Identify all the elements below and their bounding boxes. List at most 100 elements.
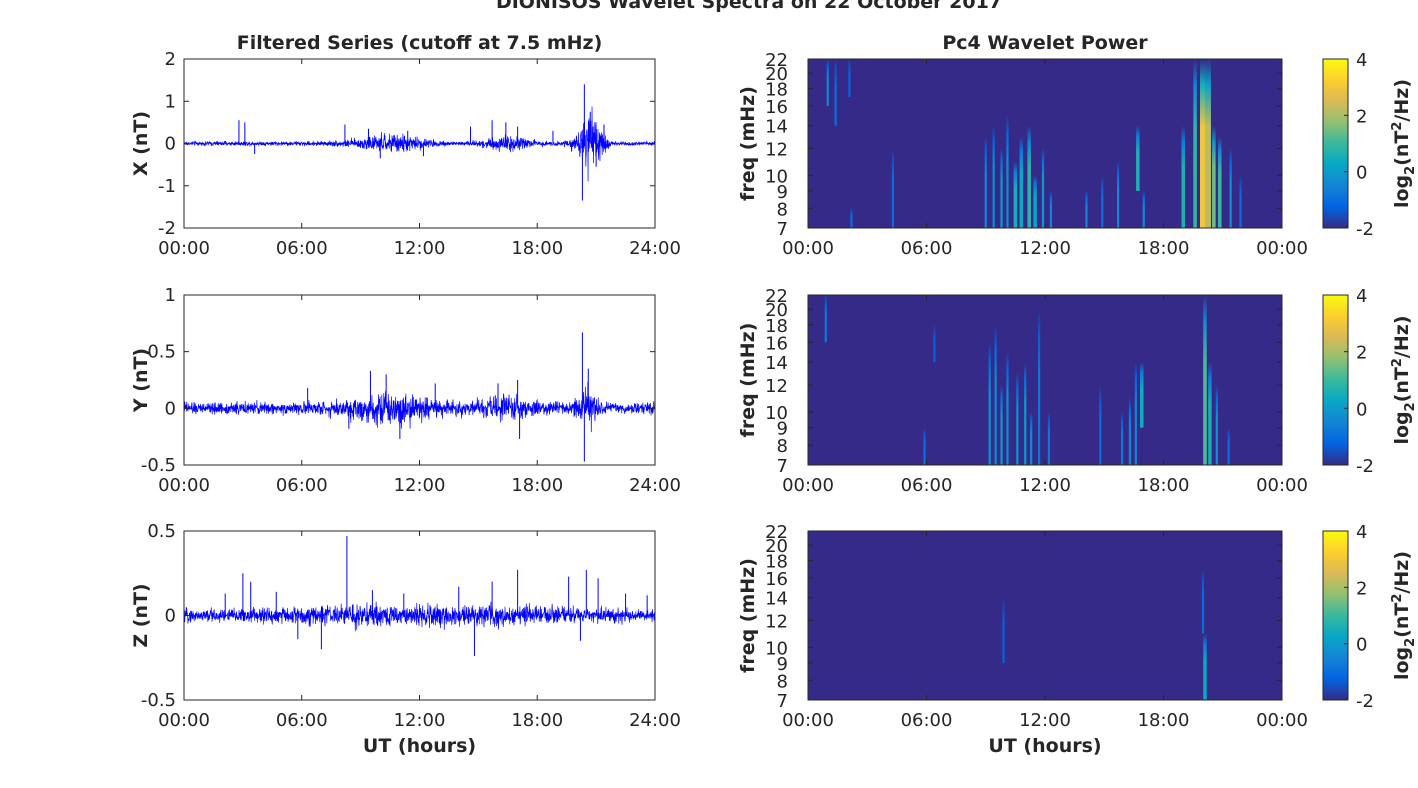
y-tick-label: 22 (765, 286, 788, 307)
y-tick-label: 7 (777, 691, 788, 712)
y-tick-label: 16 (765, 569, 788, 590)
y-tick-label: 9 (777, 419, 788, 440)
y-tick-label: 2 (165, 49, 176, 70)
x-tick-label: 24:00 (629, 475, 681, 496)
power-streak (1013, 161, 1018, 228)
x-axis-label: UT (hours) (988, 735, 1101, 757)
y-tick-label: 0 (165, 398, 176, 419)
power-streak (891, 148, 895, 228)
y-tick-label: 0.5 (147, 521, 176, 542)
x-tick-label: 18:00 (511, 710, 563, 731)
x-tick-label: 18:00 (1138, 710, 1190, 731)
colorbar-tick-label: 4 (1356, 286, 1367, 307)
power-streak (1016, 373, 1019, 465)
colorbar: -2 0 2 4 log2(nT2/Hz) (1322, 522, 1418, 712)
y-axis-label: Z (nT) (130, 583, 152, 647)
colorbar-tick-label: 4 (1356, 50, 1367, 71)
colorbar-gradient (1323, 59, 1348, 228)
y-tick-label: 12 (765, 376, 788, 397)
power-streak (1200, 59, 1206, 228)
series-panel-3: 00:00 06:00 12:00 18:00 24:00 -0.5 0 0.5 Z (nT) U… (130, 521, 681, 757)
y-tick-label: 16 (765, 333, 788, 354)
power-streak (1030, 412, 1033, 465)
y-tick-label: 22 (765, 522, 788, 543)
power-streak (992, 125, 995, 228)
power-streak (1000, 148, 1003, 228)
x-tick-label: 12:00 (1019, 475, 1071, 496)
power-streak (984, 136, 987, 228)
y-tick-label: 9 (777, 654, 788, 675)
y-axis-label: freq (mHz) (737, 323, 759, 438)
y-axis-label: freq (mHz) (737, 558, 759, 673)
x-tick-label: 12:00 (394, 710, 446, 731)
y-tick-label: 18 (765, 552, 788, 573)
power-streak (1140, 362, 1144, 428)
y-tick-label: -0.5 (141, 455, 176, 476)
x-tick-label: 06:00 (276, 475, 328, 496)
spectrum-panel-5: 00:00 06:00 12:00 18:00 00:00789101214161820… (737, 286, 1418, 496)
x-tick-label: 06:00 (901, 238, 953, 259)
y-axis-label: freq (mHz) (737, 86, 759, 201)
power-streak (1229, 148, 1232, 228)
colorbar-tick-label: -2 (1356, 456, 1374, 477)
y-tick-label: 0 (165, 134, 176, 155)
colorbar-tick-label: 2 (1356, 106, 1367, 127)
x-tick-label: 00:00 (1256, 238, 1308, 259)
panel-title: Filtered Series (cutoff at 7.5 mHz) (237, 32, 603, 54)
power-streak (1128, 397, 1132, 465)
x-tick-label: 06:00 (901, 475, 953, 496)
x-tick-label: 00:00 (1256, 475, 1308, 496)
y-tick-label: 9 (777, 182, 788, 203)
y-axis-label: X (nT) (130, 111, 152, 176)
colorbar-label: log2(nT2/Hz) (1390, 79, 1418, 208)
power-streak (1136, 125, 1140, 191)
power-streak (1002, 597, 1005, 663)
y-tick-label: 0.5 (147, 342, 176, 363)
y-tick-label: -2 (158, 218, 176, 239)
figure-title: DIONISOS Wavelet Spectra on 22 October 2… (496, 0, 1002, 13)
colorbar-tick-label: 4 (1356, 522, 1367, 543)
x-tick-label: 18:00 (511, 475, 563, 496)
y-tick-label: 0 (165, 606, 176, 627)
power-streak (1116, 161, 1120, 228)
colorbar-label: log2(nT2/Hz) (1390, 315, 1418, 444)
y-tick-label: 12 (765, 611, 788, 632)
power-streak (1019, 136, 1024, 228)
power-streak (1208, 362, 1212, 465)
y-tick-label: 8 (777, 199, 788, 220)
power-streak (1193, 59, 1197, 228)
power-streak (1204, 59, 1211, 228)
y-tick-label: 12 (765, 139, 788, 160)
y-tick-label: 22 (765, 50, 788, 71)
y-tick-label: 8 (777, 671, 788, 692)
plot-area (184, 295, 655, 465)
power-streak (1215, 384, 1218, 465)
spectrum-panel-4: 00:00 06:00 12:00 18:00 00:00789101214161820… (737, 32, 1418, 259)
power-streak (1027, 125, 1031, 228)
y-tick-label: 18 (765, 80, 788, 101)
power-streak (1134, 362, 1137, 465)
y-tick-label: 10 (765, 166, 788, 187)
power-streak (824, 295, 827, 343)
x-tick-label: 18:00 (511, 238, 563, 259)
x-tick-label: 00:00 (782, 238, 834, 259)
x-tick-label: 00:00 (158, 475, 210, 496)
x-tick-label: 00:00 (158, 238, 210, 259)
x-tick-label: 24:00 (629, 238, 681, 259)
power-streak (1049, 190, 1053, 228)
power-streak (826, 59, 829, 106)
power-streak (1037, 309, 1041, 465)
y-tick-label: 20 (765, 64, 788, 85)
x-tick-label: 12:00 (1019, 238, 1071, 259)
x-tick-label: 00:00 (782, 475, 834, 496)
power-streak (1033, 175, 1037, 228)
y-tick-label: 20 (765, 536, 788, 557)
x-tick-label: 06:00 (276, 238, 328, 259)
spectrum-background (808, 295, 1282, 465)
colorbar: -2 0 2 4 log2(nT2/Hz) (1322, 286, 1418, 477)
colorbar-label: log2(nT2/Hz) (1390, 551, 1418, 680)
x-tick-label: 00:00 (158, 710, 210, 731)
y-tick-label: 1 (165, 91, 176, 112)
power-streak (834, 59, 837, 126)
